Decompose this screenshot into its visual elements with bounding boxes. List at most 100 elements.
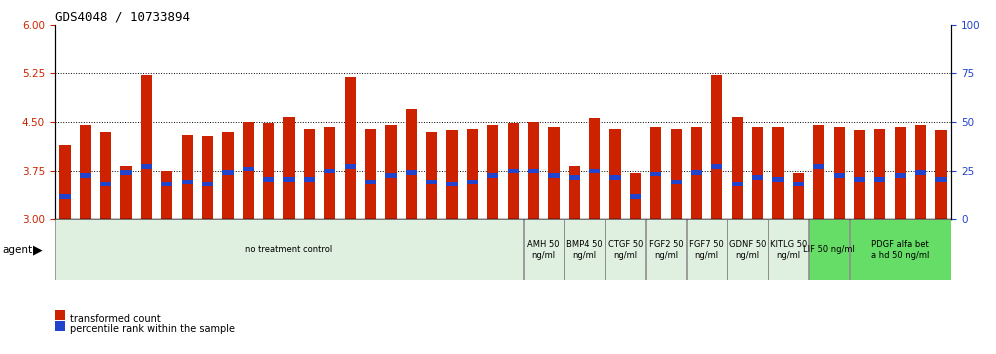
Bar xyxy=(549,173,560,178)
Bar xyxy=(854,130,866,219)
Bar xyxy=(874,177,885,182)
Bar xyxy=(55,219,523,280)
Bar xyxy=(446,130,457,219)
Bar xyxy=(834,173,845,178)
Bar xyxy=(487,173,498,178)
Bar xyxy=(487,125,498,219)
Bar xyxy=(80,125,91,219)
Bar xyxy=(528,122,539,219)
Bar xyxy=(181,135,193,219)
Bar xyxy=(854,177,866,182)
Bar xyxy=(549,127,560,219)
Bar xyxy=(711,75,722,219)
Bar xyxy=(284,177,295,182)
Bar xyxy=(365,179,376,184)
Bar xyxy=(768,219,809,280)
Bar xyxy=(222,132,233,219)
Bar xyxy=(935,177,946,182)
Text: agent: agent xyxy=(2,245,32,255)
Bar xyxy=(793,182,804,186)
Bar xyxy=(874,129,885,219)
Bar xyxy=(686,219,727,280)
Bar xyxy=(508,124,519,219)
Bar xyxy=(243,122,254,219)
Bar xyxy=(610,129,621,219)
Bar xyxy=(325,127,336,219)
Bar xyxy=(345,164,356,169)
Bar xyxy=(935,130,946,219)
Bar xyxy=(809,219,850,280)
Bar xyxy=(773,127,784,219)
Bar xyxy=(813,164,825,169)
Text: percentile rank within the sample: percentile rank within the sample xyxy=(70,324,235,334)
Text: BMP4 50
ng/ml: BMP4 50 ng/ml xyxy=(566,240,603,259)
Bar xyxy=(711,164,722,169)
Bar xyxy=(610,175,621,179)
Bar xyxy=(589,118,601,219)
Bar xyxy=(793,173,804,219)
Bar xyxy=(670,179,681,184)
Bar xyxy=(121,166,131,219)
Bar xyxy=(121,171,131,175)
Bar xyxy=(894,173,905,178)
Bar xyxy=(691,127,702,219)
Bar xyxy=(161,171,172,219)
Bar xyxy=(670,129,681,219)
Text: GDS4048 / 10733894: GDS4048 / 10733894 xyxy=(55,11,190,24)
Bar xyxy=(405,109,417,219)
Bar xyxy=(569,175,580,179)
Bar xyxy=(101,132,112,219)
Bar xyxy=(691,171,702,175)
Bar xyxy=(732,182,743,186)
Text: FGF2 50
ng/ml: FGF2 50 ng/ml xyxy=(648,240,683,259)
Bar xyxy=(528,169,539,173)
Bar xyxy=(894,127,905,219)
Bar xyxy=(565,219,605,280)
Bar xyxy=(467,179,478,184)
Bar xyxy=(732,117,743,219)
Bar xyxy=(385,125,396,219)
Bar xyxy=(345,77,356,219)
Text: CTGF 50
ng/ml: CTGF 50 ng/ml xyxy=(608,240,642,259)
Bar xyxy=(426,132,437,219)
Bar xyxy=(524,219,564,280)
Bar xyxy=(304,177,315,182)
Bar xyxy=(426,179,437,184)
Bar xyxy=(508,169,519,173)
Bar xyxy=(140,75,152,219)
Bar xyxy=(304,129,315,219)
Bar xyxy=(645,219,686,280)
Bar xyxy=(650,127,661,219)
Text: KITLG 50
ng/ml: KITLG 50 ng/ml xyxy=(770,240,807,259)
Bar xyxy=(650,172,661,176)
Bar xyxy=(325,169,336,173)
Text: no treatment control: no treatment control xyxy=(245,245,333,254)
Text: LIF 50 ng/ml: LIF 50 ng/ml xyxy=(803,245,855,254)
Bar xyxy=(589,169,601,173)
Bar xyxy=(181,179,193,184)
Text: PDGF alfa bet
a hd 50 ng/ml: PDGF alfa bet a hd 50 ng/ml xyxy=(872,240,929,259)
Bar xyxy=(467,129,478,219)
Bar xyxy=(752,175,763,179)
Bar xyxy=(915,171,926,175)
Bar xyxy=(263,177,274,182)
Text: transformed count: transformed count xyxy=(70,314,160,324)
Bar xyxy=(202,136,213,219)
Bar xyxy=(813,125,825,219)
Text: ▶: ▶ xyxy=(33,243,43,256)
Bar xyxy=(752,127,763,219)
Bar xyxy=(850,219,951,280)
Bar xyxy=(140,164,152,169)
Bar xyxy=(284,117,295,219)
Text: FGF7 50
ng/ml: FGF7 50 ng/ml xyxy=(689,240,724,259)
Bar xyxy=(915,125,926,219)
Bar xyxy=(629,173,641,219)
Bar xyxy=(629,194,641,199)
Bar xyxy=(202,182,213,186)
Bar xyxy=(263,124,274,219)
Bar xyxy=(569,166,580,219)
Bar xyxy=(405,171,417,175)
Bar xyxy=(243,167,254,171)
Bar xyxy=(834,127,845,219)
Bar xyxy=(101,182,112,186)
